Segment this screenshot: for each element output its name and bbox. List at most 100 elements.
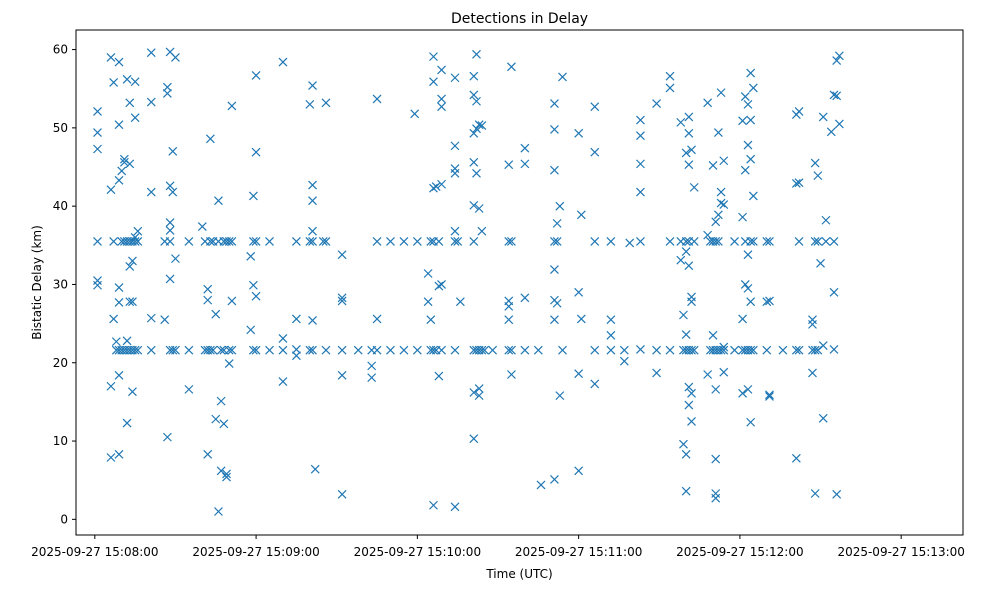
data-point xyxy=(117,166,127,176)
data-point xyxy=(681,486,691,496)
data-point xyxy=(399,345,409,355)
data-point xyxy=(125,262,135,271)
data-point xyxy=(93,107,102,116)
data-point xyxy=(619,345,629,355)
data-point xyxy=(719,342,729,352)
data-point xyxy=(665,83,675,93)
data-point xyxy=(450,73,460,83)
data-point xyxy=(765,296,774,306)
data-point xyxy=(507,370,516,379)
data-point xyxy=(684,112,694,122)
data-point xyxy=(211,309,221,319)
data-point xyxy=(222,472,231,482)
data-point xyxy=(748,83,758,93)
data-point xyxy=(431,182,441,192)
data-point xyxy=(711,217,721,227)
data-point xyxy=(808,319,817,329)
data-point xyxy=(520,143,530,153)
data-point xyxy=(504,301,514,311)
data-point xyxy=(738,212,748,222)
data-point xyxy=(834,119,844,129)
data-point xyxy=(125,297,135,307)
data-point xyxy=(808,368,817,378)
data-point xyxy=(574,128,584,138)
data-point xyxy=(829,236,839,246)
data-point xyxy=(437,102,446,112)
data-point xyxy=(450,141,460,151)
data-point xyxy=(114,57,124,67)
data-point xyxy=(251,291,261,301)
data-point xyxy=(165,218,175,228)
data-point xyxy=(687,297,696,307)
data-point xyxy=(684,400,694,410)
data-point xyxy=(278,57,288,67)
x-tick-label: 2025-09-27 15:08:00 xyxy=(31,545,158,559)
data-point xyxy=(746,297,756,307)
data-point xyxy=(469,71,479,81)
y-tick-label: 40 xyxy=(53,199,68,213)
data-point xyxy=(308,316,317,325)
data-point xyxy=(687,345,696,355)
data-point xyxy=(224,345,234,355)
data-point xyxy=(216,345,226,355)
data-point xyxy=(469,236,479,246)
data-point xyxy=(746,154,756,164)
data-point xyxy=(520,293,530,303)
data-point xyxy=(740,280,750,289)
data-point xyxy=(507,62,516,72)
data-point xyxy=(128,256,137,266)
data-point xyxy=(536,480,546,490)
data-point xyxy=(552,298,562,308)
data-point xyxy=(109,314,119,324)
data-point xyxy=(746,417,756,427)
data-point xyxy=(681,449,691,459)
data-point xyxy=(821,236,831,246)
data-point xyxy=(197,222,207,231)
data-point xyxy=(434,281,444,291)
x-tick-label: 2025-09-27 15:11:00 xyxy=(515,545,642,559)
data-point xyxy=(219,419,229,429)
data-point xyxy=(426,315,436,325)
data-point xyxy=(687,417,696,426)
data-point xyxy=(308,180,317,190)
data-point xyxy=(574,466,584,476)
data-point xyxy=(224,236,234,246)
data-point xyxy=(625,238,635,248)
data-point xyxy=(762,236,772,246)
data-point xyxy=(205,236,215,246)
data-point xyxy=(665,71,675,81)
data-point xyxy=(437,94,446,104)
data-point xyxy=(224,359,234,368)
data-point xyxy=(713,210,723,220)
data-point xyxy=(106,185,116,195)
data-point xyxy=(681,330,691,339)
data-point xyxy=(832,489,842,499)
data-point xyxy=(455,297,465,307)
data-point xyxy=(278,334,288,343)
y-axis-label: Bistatic Delay (km) xyxy=(30,225,44,340)
data-point xyxy=(130,77,140,87)
data-point xyxy=(434,371,444,381)
data-point xyxy=(791,179,801,188)
data-point xyxy=(386,236,395,246)
y-tick-label: 20 xyxy=(53,356,68,370)
data-point xyxy=(203,449,213,459)
data-point xyxy=(719,345,729,355)
data-point xyxy=(128,297,137,307)
data-point xyxy=(106,381,116,391)
data-point xyxy=(576,210,586,220)
data-point xyxy=(590,345,600,355)
data-point xyxy=(125,98,135,108)
data-point xyxy=(480,345,489,355)
data-point xyxy=(171,52,180,62)
data-point xyxy=(738,314,748,324)
data-point xyxy=(168,146,178,156)
data-point xyxy=(719,367,729,377)
data-point xyxy=(410,109,420,119)
data-point xyxy=(550,236,559,246)
data-point xyxy=(813,171,823,181)
data-point xyxy=(636,131,645,141)
data-point xyxy=(114,283,124,293)
data-point xyxy=(606,315,616,325)
data-point xyxy=(719,200,729,210)
